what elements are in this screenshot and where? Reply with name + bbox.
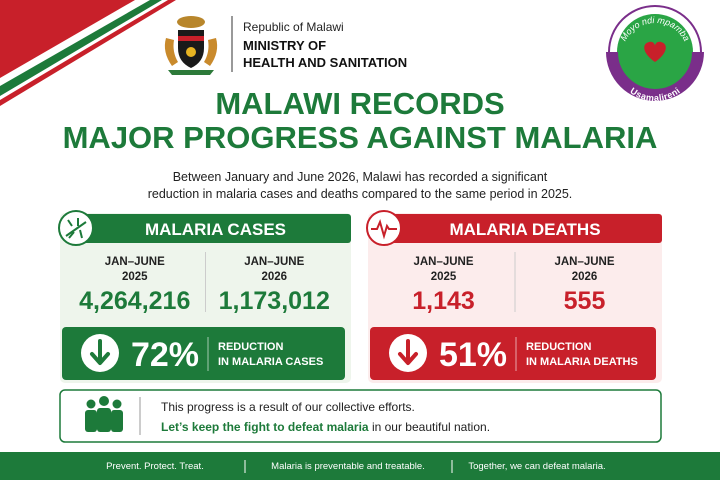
footer-bar (0, 452, 720, 480)
reduction-label: IN MALARIA DEATHS (526, 356, 638, 368)
stripe-red-thin (0, 0, 176, 106)
logo: Moyo ndi mpamba Usamalireni (606, 5, 704, 103)
ministry-line: HEALTH AND SANITATION (243, 55, 407, 70)
reduction-percent: 51% (439, 336, 507, 374)
period: 2026 (572, 271, 598, 283)
message-rest: in our beautiful nation. (369, 420, 490, 434)
intro-line: Between January and June 2026, Malawi ha… (173, 170, 548, 184)
panel-title: MALARIA DEATHS (449, 220, 600, 239)
period: JAN–JUNE (413, 256, 473, 268)
reduction-label: IN MALARIA CASES (218, 356, 323, 368)
period: JAN–JUNE (244, 256, 304, 268)
message-emphasis: Let’s keep the fight to defeat malaria (161, 420, 369, 434)
reduction-box (62, 327, 345, 380)
down-arrow (90, 339, 110, 365)
reduction-percent: 72% (131, 336, 199, 374)
down-arrow (398, 339, 418, 365)
panels: MALARIA CASES JAN–JUNE 2025 4,264,216 JAN–JU… (58, 210, 662, 383)
stripe-red (0, 0, 135, 78)
footer-text: Malaria is preventable and treatable. (271, 461, 425, 472)
panel-header (72, 214, 351, 243)
panel-title: MALARIA CASES (145, 220, 286, 239)
title-line: MAJOR PROGRESS AGAINST MALARIA (63, 120, 658, 155)
value: 1,143 (412, 287, 475, 315)
message-line: Let’s keep the fight to defeat malaria i… (161, 420, 490, 434)
people-icon (85, 396, 123, 432)
reduction-label: REDUCTION (526, 341, 591, 353)
value: 1,173,012 (219, 287, 330, 315)
footer-text: Prevent. Protect. Treat. (106, 461, 204, 472)
panel-header (380, 214, 662, 243)
period: JAN–JUNE (554, 256, 614, 268)
footer-text: Together, we can defeat malaria. (468, 461, 605, 472)
title-line: MALAWI RECORDS (215, 86, 504, 121)
republic: Republic of Malawi (243, 20, 344, 34)
message-line: This progress is a result of our collect… (161, 400, 415, 414)
intro-line: reduction in malaria cases and deaths co… (148, 187, 573, 201)
period: 2026 (261, 271, 287, 283)
period: 2025 (122, 271, 148, 283)
stripe-green (0, 0, 162, 96)
message-box (59, 389, 662, 443)
ministry-line: MINISTRY OF (243, 38, 326, 53)
value: 4,264,216 (79, 287, 190, 315)
panel-icon (366, 210, 402, 246)
period: JAN–JUNE (105, 256, 165, 268)
period: 2025 (431, 271, 457, 283)
reduction-label: REDUCTION (218, 341, 283, 353)
value: 555 (564, 287, 606, 315)
heartbeat-icon (371, 219, 397, 240)
coat-of-arms (164, 16, 218, 75)
reduction-box (370, 327, 656, 380)
mosquito-icon (65, 218, 87, 239)
